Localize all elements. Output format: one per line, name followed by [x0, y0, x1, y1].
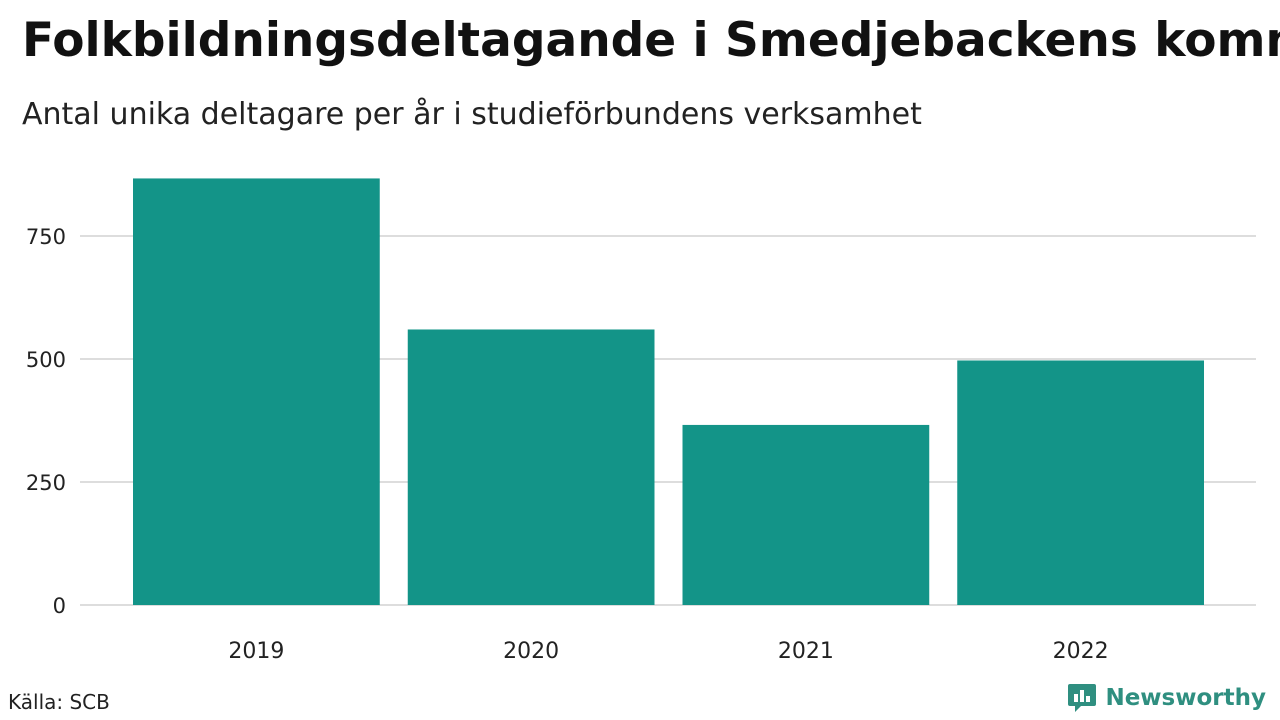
- y-tick-label: 0: [53, 594, 66, 618]
- x-tick-label: 2020: [503, 639, 559, 664]
- chart-subtitle: Antal unika deltagare per år i studieför…: [22, 97, 922, 132]
- y-tick-label: 750: [26, 225, 66, 249]
- bars: [133, 178, 1204, 605]
- bar-2020[interactable]: [407, 329, 655, 605]
- brand-name: Newsworthy: [1105, 685, 1266, 711]
- y-tick-labels: 0 250 500 750: [26, 225, 66, 618]
- bar-2019[interactable]: [133, 178, 380, 605]
- chart-title: Folkbildningsdeltagande i Smedjebackens …: [22, 13, 1280, 68]
- bar-2022[interactable]: [957, 360, 1204, 605]
- x-tick-label: 2021: [778, 639, 834, 664]
- newsworthy-brand[interactable]: Newsworthy: [1067, 682, 1266, 714]
- newsworthy-logo-icon: [1068, 684, 1097, 712]
- x-tick-labels: 2019 2020 2021 2022: [228, 639, 1108, 664]
- source-note: Källa: SCB: [8, 690, 110, 714]
- bar-2021[interactable]: [682, 424, 930, 605]
- y-tick-label: 250: [26, 471, 66, 495]
- x-tick-label: 2019: [228, 639, 284, 664]
- x-tick-label: 2022: [1053, 639, 1109, 664]
- y-tick-label: 500: [26, 348, 66, 372]
